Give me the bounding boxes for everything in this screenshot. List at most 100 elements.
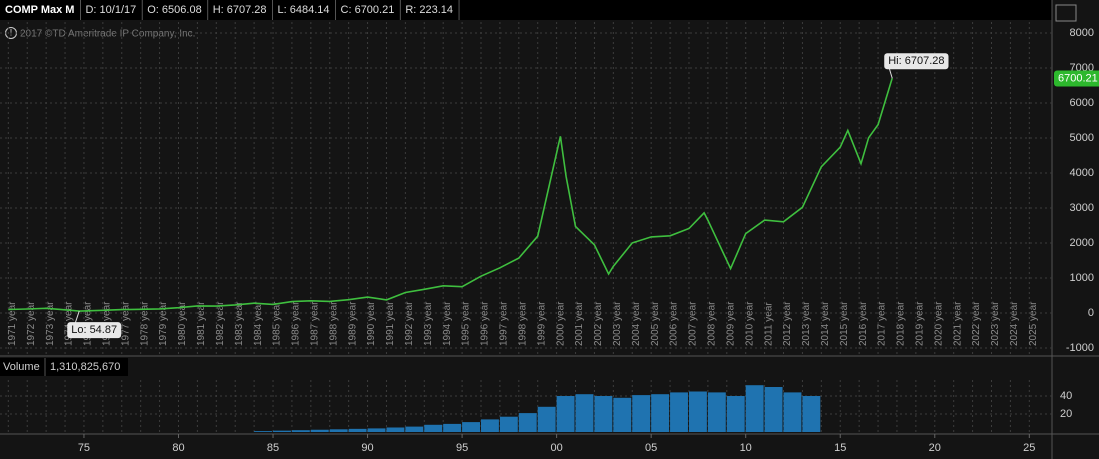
year-label: 1982 year [215,301,226,346]
volume-bar [424,424,443,432]
year-label: 2012 year [782,301,793,346]
volume-bar [594,396,613,432]
volume-bar [291,430,310,432]
expand-button[interactable] [1055,4,1077,22]
year-label: 2007 year [688,301,699,346]
header-item: O: 6506.08 [147,4,201,16]
y-tick-label: 4000 [1070,167,1094,179]
y-tick-label: -1000 [1066,342,1094,354]
volume-bar [651,394,670,432]
year-label: 2015 year [839,301,850,346]
volume-bar [462,422,481,432]
info-icon-glyph: ! [10,27,13,37]
x-tick-label: 20 [929,442,941,454]
volume-bar [783,392,802,432]
year-label: 2003 year [612,301,623,346]
y-tick-label: 0 [1088,307,1094,319]
year-label: 2006 year [669,301,680,346]
year-label: 1999 year [536,301,547,346]
year-label: 1971 year [7,301,18,346]
hi-pointer [888,68,893,79]
x-tick-label: 90 [361,442,373,454]
year-label: 2024 year [1009,301,1020,346]
volume-title: Volume [3,361,40,373]
year-label: 2008 year [707,301,718,346]
volume-bar [726,396,745,432]
header-item: D: 10/1/17 [85,4,136,16]
volume-bar [575,394,594,432]
year-label: 1977 year [120,301,131,346]
last-label: 6700.21 [1054,70,1099,87]
year-label: 2004 year [631,301,642,346]
year-label: 1990 year [366,301,377,346]
x-tick-label: 00 [551,442,563,454]
y-tick-label: 3000 [1070,202,1094,214]
volume-bar [348,428,367,432]
year-label: 2002 year [593,301,604,346]
volume-bar [310,429,329,432]
volume-bar [613,397,632,432]
x-tick-label: 15 [834,442,846,454]
year-label: 1998 year [517,301,528,346]
volume-bar [802,396,821,432]
volume-bar [556,396,575,432]
y-tick-label: 8000 [1070,27,1094,39]
year-label: 1986 year [291,301,302,346]
year-label: 1988 year [328,301,339,346]
year-label: 2013 year [801,301,812,346]
year-label: 2000 year [555,301,566,346]
copyright: 2017 ©TD Ameritrade IP Company, Inc. [20,29,195,40]
year-label: 1985 year [272,301,283,346]
price-line [8,77,893,312]
year-label: 1992 year [404,301,415,346]
volume-bar [518,413,537,432]
header-item: H: 6707.28 [213,4,267,16]
y-tick-label: 5000 [1070,132,1094,144]
volume-bar [499,416,518,432]
y-tick-label: 1000 [1070,272,1094,284]
x-tick-label: 25 [1023,442,1035,454]
header-bar [0,0,1052,20]
lo-label-text: Lo: 54.87 [71,324,117,336]
year-label: 2017 year [877,301,888,346]
year-label: 1989 year [347,301,358,346]
year-label: 2025 year [1028,301,1039,346]
year-label: 2010 year [744,301,755,346]
year-label: 2019 year [915,301,926,346]
volume-tick-label: 40 [1060,390,1072,402]
volume-bar [688,391,707,432]
header-item: C: 6700.21 [341,4,395,16]
year-label: 1995 year [461,301,472,346]
last-label-text: 6700.21 [1058,72,1098,84]
year-label: 1987 year [309,301,320,346]
volume-bar [632,395,651,432]
year-label: 1991 year [385,301,396,346]
x-tick-label: 95 [456,442,468,454]
lo-pointer [74,310,80,324]
year-label: 1997 year [499,301,510,346]
year-label: 2018 year [896,301,907,346]
year-label: 1994 year [442,301,453,346]
volume-last: 1,310,825,670 [50,361,120,373]
year-label: 1984 year [253,301,264,346]
y-tick-label: 2000 [1070,237,1094,249]
volume-bar [764,387,783,432]
year-label: 1979 year [158,301,169,346]
year-label: 1996 year [480,301,491,346]
x-tick-label: 05 [645,442,657,454]
header-item: COMP Max M [5,4,74,16]
year-label: 2005 year [650,301,661,346]
volume-bar [443,423,462,432]
volume-bar [386,427,405,432]
year-label: 2020 year [933,301,944,346]
header-item: L: 6484.14 [278,4,330,16]
year-label: 2009 year [725,301,736,346]
lo-label: Lo: 54.87 [67,322,122,339]
last-label-box [1054,70,1099,87]
volume-bar [745,385,764,432]
year-label: 2001 year [574,301,585,346]
year-label: 2014 year [820,301,831,346]
